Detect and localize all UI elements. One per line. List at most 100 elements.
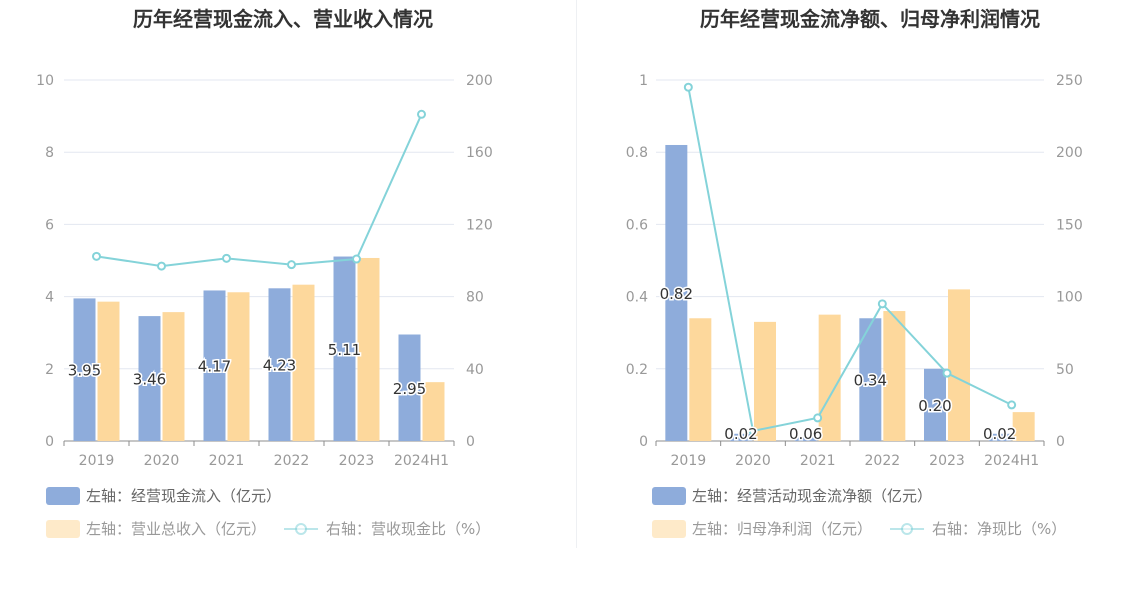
- ratio-point: [352, 254, 361, 264]
- bar-data-label: 0.20: [918, 397, 951, 415]
- bar-data-label: 0.34: [854, 372, 887, 390]
- x-tick-label: 2019: [671, 453, 707, 469]
- x-tick-label: 2023: [339, 453, 375, 469]
- y-right-tick-label: 160: [466, 145, 493, 161]
- y-right-tick-label: 200: [1056, 145, 1083, 161]
- bar-secondary: [818, 314, 841, 441]
- legend-marker-ratio: [901, 523, 914, 535]
- ratio-line: [96, 113, 423, 268]
- y-left-tick-label: 2: [45, 362, 54, 378]
- ratio-point: [157, 261, 166, 271]
- legend-label-secondary: 左轴：归母净利润（亿元）: [692, 520, 872, 538]
- y-right-tick-label: 100: [1056, 290, 1083, 306]
- x-tick-label: 2023: [929, 453, 965, 469]
- y-right-tick-label: 120: [466, 217, 493, 233]
- bar-primary: [988, 433, 1011, 441]
- y-left-tick-label: 6: [45, 217, 54, 233]
- panel-divider: [576, 0, 577, 548]
- bar-primary: [924, 368, 946, 441]
- y-right-tick-label: 250: [1056, 73, 1083, 89]
- legend-label-ratio: 右轴：营收现金比（%）: [326, 520, 490, 538]
- y-right-tick-label: 150: [1056, 217, 1083, 233]
- bar-data-label: 4.17: [198, 358, 231, 376]
- bar-data-label: 3.46: [133, 371, 166, 389]
- legend-label-ratio: 右轴：净现比（%）: [932, 520, 1066, 538]
- y-right-tick-label: 0: [466, 434, 475, 450]
- ratio-point: [877, 299, 887, 309]
- ratio-point: [287, 260, 296, 270]
- y-left-tick-label: 0.6: [626, 217, 648, 233]
- x-tick-label: 2022: [865, 453, 901, 469]
- bar-secondary: [162, 312, 185, 441]
- bar-data-label: 0.02: [983, 425, 1016, 443]
- x-tick-label: 2019: [79, 453, 115, 469]
- x-tick-label: 2021: [209, 453, 245, 469]
- y-left-tick-label: 8: [45, 145, 54, 161]
- bar-primary: [398, 334, 421, 441]
- ratio-point: [92, 251, 101, 261]
- bar-secondary: [754, 321, 776, 441]
- ratio-point: [417, 109, 426, 119]
- bar-data-label: 0.02: [724, 425, 757, 443]
- bar-primary: [73, 298, 96, 441]
- x-tick-label: 2020: [735, 453, 771, 469]
- bar-data-label: 5.11: [328, 341, 361, 359]
- bar-data-label: 0.82: [660, 285, 693, 303]
- y-left-tick-label: 0.8: [626, 145, 648, 161]
- ratio-point: [748, 426, 758, 436]
- x-tick-label: 2020: [144, 453, 180, 469]
- y-left-tick-label: 0.2: [626, 362, 648, 378]
- chart-title: 历年经营现金流净额、归母净利润情况: [700, 7, 1040, 31]
- chart-cashflow-revenue: 历年经营现金流入、营业收入情况 0 0 2 40 4 80 6 120 8 160 10 200 2019…: [36, 7, 493, 538]
- y-left-tick-label: 0: [639, 434, 648, 450]
- bar-secondary: [292, 284, 315, 441]
- bar-secondary: [227, 292, 250, 441]
- bar-data-label: 3.95: [68, 362, 101, 380]
- legend-label-secondary: 左轴：营业总收入（亿元）: [86, 520, 266, 538]
- y-left-tick-label: 0.4: [626, 290, 648, 306]
- y-right-tick-label: 0: [1056, 434, 1065, 450]
- bar-primary: [138, 316, 161, 441]
- ratio-point: [222, 253, 231, 263]
- bar-data-label: 0.06: [789, 425, 822, 443]
- bar-primary: [333, 256, 356, 441]
- legend-marker-ratio: [295, 523, 308, 535]
- y-left-tick-label: 10: [36, 73, 54, 89]
- bar-data-label: 4.23: [263, 357, 296, 375]
- bar-secondary: [883, 311, 906, 441]
- y-right-tick-label: 200: [466, 73, 493, 89]
- x-tick-label: 2021: [800, 453, 836, 469]
- y-left-tick-label: 4: [45, 290, 54, 306]
- legend-swatch-primary: [652, 487, 686, 505]
- ratio-point: [813, 413, 823, 423]
- y-left-tick-label: 1: [639, 73, 648, 89]
- x-tick-label: 2024H1: [984, 453, 1039, 469]
- bar-primary: [794, 437, 817, 441]
- bar-primary: [203, 290, 226, 441]
- bar-primary: [268, 288, 291, 441]
- bar-secondary: [97, 301, 120, 441]
- legend-label-primary: 左轴：经营活动现金流净额（亿元）: [692, 487, 932, 505]
- bar-primary: [730, 433, 752, 441]
- x-tick-label: 2022: [274, 453, 310, 469]
- legend-swatch-primary: [46, 487, 80, 505]
- chart-title: 历年经营现金流入、营业收入情况: [133, 7, 433, 31]
- y-right-tick-label: 50: [1056, 362, 1074, 378]
- ratio-line: [687, 87, 1013, 433]
- bar-secondary: [948, 289, 970, 441]
- y-right-tick-label: 80: [466, 290, 484, 306]
- legend-swatch-secondary: [652, 520, 686, 538]
- bar-primary: [859, 318, 882, 441]
- bar-secondary: [689, 318, 712, 441]
- bar-data-label: 2.95: [393, 380, 426, 398]
- x-tick-label: 2024H1: [394, 453, 449, 469]
- bar-secondary: [422, 382, 445, 441]
- bar-secondary: [1012, 412, 1035, 441]
- legend-swatch-secondary: [46, 520, 80, 538]
- bar-secondary: [357, 257, 380, 441]
- ratio-point: [1007, 400, 1017, 410]
- bar-primary: [665, 144, 688, 442]
- y-right-tick-label: 40: [466, 362, 484, 378]
